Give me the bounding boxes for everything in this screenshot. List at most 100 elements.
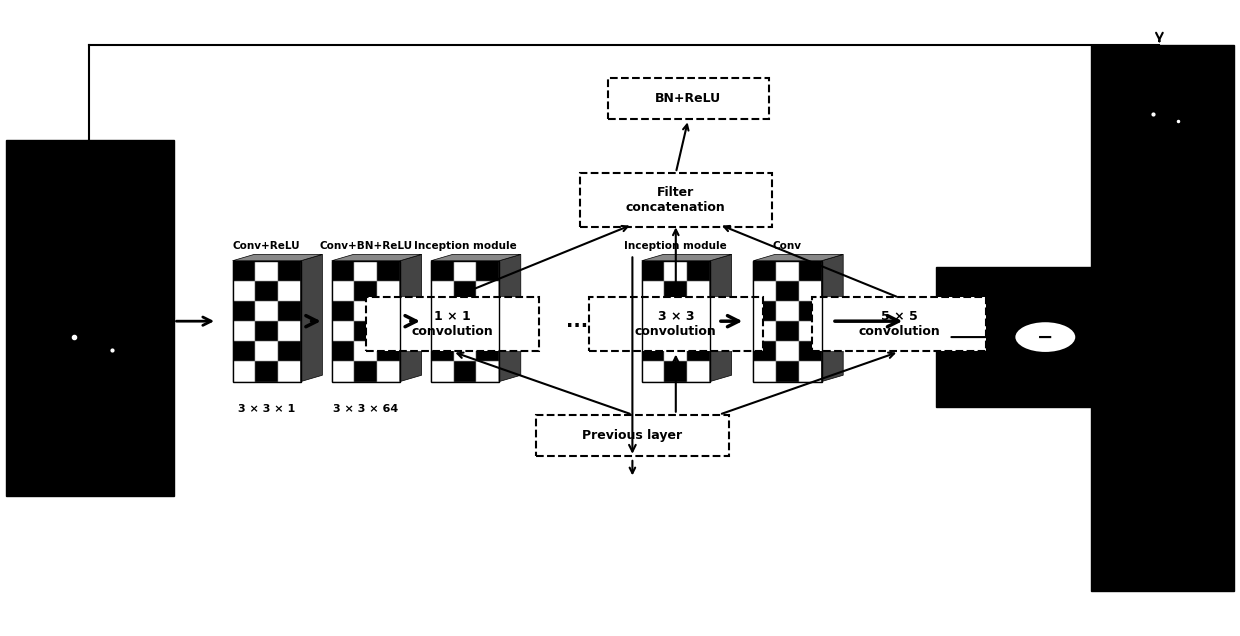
Bar (233, 261, 255, 281)
Bar (255, 281, 278, 301)
Polygon shape (432, 254, 521, 261)
Polygon shape (709, 254, 732, 382)
Bar (754, 342, 776, 361)
Bar (432, 361, 454, 382)
Bar (687, 361, 711, 382)
Text: Inception module: Inception module (414, 241, 516, 251)
Text: BN+ReLU: BN+ReLU (655, 92, 722, 105)
Text: Conv: Conv (773, 241, 802, 251)
Bar (799, 321, 821, 342)
Bar (255, 361, 278, 382)
Bar (233, 342, 255, 361)
Bar (377, 281, 399, 301)
Bar (799, 281, 821, 301)
Bar (278, 281, 301, 301)
Bar (687, 261, 711, 281)
Polygon shape (300, 254, 322, 382)
Text: Conv+ReLU: Conv+ReLU (233, 241, 300, 251)
Polygon shape (399, 254, 422, 382)
Text: 3 × 3 × 64: 3 × 3 × 64 (334, 404, 398, 414)
Text: 3 × 3 × 1: 3 × 3 × 1 (238, 404, 295, 414)
Bar (377, 321, 399, 342)
Bar (776, 361, 799, 382)
Bar (642, 361, 665, 382)
Text: Conv+BN+ReLU: Conv+BN+ReLU (319, 241, 413, 251)
Polygon shape (642, 254, 732, 261)
Text: Filter
concatenation: Filter concatenation (626, 186, 725, 214)
Text: Previous layer: Previous layer (583, 429, 682, 442)
Bar (331, 261, 399, 382)
Circle shape (1014, 321, 1076, 353)
Bar (642, 261, 711, 382)
Bar (454, 281, 476, 301)
Bar (687, 342, 711, 361)
Bar (233, 321, 255, 342)
Bar (454, 361, 476, 382)
Bar (454, 321, 476, 342)
Text: 1 × 1
convolution: 1 × 1 convolution (412, 310, 494, 338)
FancyBboxPatch shape (812, 298, 986, 351)
Bar (754, 301, 776, 321)
Bar (454, 261, 476, 281)
Text: ...: ... (565, 312, 588, 331)
Polygon shape (233, 254, 322, 261)
Bar (476, 321, 498, 342)
Bar (687, 281, 711, 301)
Bar (665, 342, 687, 361)
Bar (377, 301, 399, 321)
Bar (255, 261, 278, 281)
Bar (799, 361, 821, 382)
Bar (6, 140, 174, 496)
FancyBboxPatch shape (366, 298, 539, 351)
Bar (278, 342, 301, 361)
Bar (377, 261, 399, 281)
Bar (776, 342, 799, 361)
Bar (432, 261, 498, 382)
Bar (278, 261, 301, 281)
Bar (476, 301, 498, 321)
FancyBboxPatch shape (589, 298, 763, 351)
Bar (377, 342, 399, 361)
Bar (476, 361, 498, 382)
Bar (665, 281, 687, 301)
Bar (1091, 45, 1234, 591)
Bar (476, 261, 498, 281)
Text: Inception module: Inception module (625, 241, 727, 251)
Bar (432, 261, 454, 281)
Bar (331, 281, 355, 301)
Bar (233, 261, 300, 382)
Bar (476, 342, 498, 361)
Bar (776, 281, 799, 301)
Bar (642, 342, 665, 361)
Text: −: − (1037, 328, 1054, 347)
Bar (355, 321, 377, 342)
Bar (278, 361, 301, 382)
Bar (278, 301, 301, 321)
FancyBboxPatch shape (580, 173, 771, 227)
Bar (799, 261, 821, 281)
Bar (432, 281, 454, 301)
Bar (642, 261, 665, 281)
Bar (687, 301, 711, 321)
Bar (355, 281, 377, 301)
Bar (776, 301, 799, 321)
Polygon shape (498, 254, 521, 382)
Bar (255, 321, 278, 342)
Bar (754, 321, 776, 342)
FancyBboxPatch shape (608, 78, 769, 120)
Text: 5 × 5
convolution: 5 × 5 convolution (858, 310, 940, 338)
Bar (454, 301, 476, 321)
Polygon shape (331, 254, 422, 261)
Bar (665, 321, 687, 342)
FancyBboxPatch shape (536, 415, 729, 457)
Bar (233, 361, 255, 382)
Text: 3 × 3
convolution: 3 × 3 convolution (635, 310, 717, 338)
Bar (355, 301, 377, 321)
Bar (355, 361, 377, 382)
Bar (799, 342, 821, 361)
Bar (799, 301, 821, 321)
Polygon shape (821, 254, 843, 382)
Bar (255, 301, 278, 321)
Bar (278, 321, 301, 342)
Bar (665, 361, 687, 382)
